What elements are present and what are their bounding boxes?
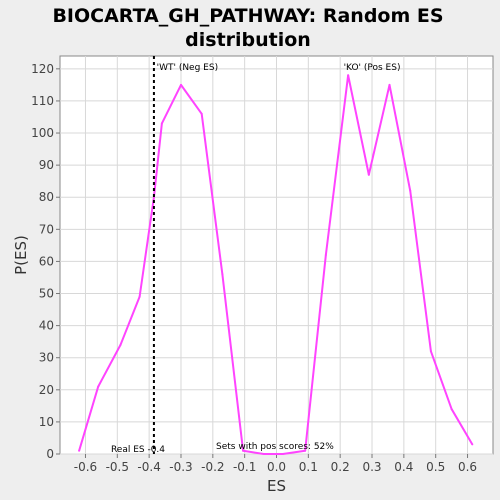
x-tick-label: -0.6 (74, 460, 97, 474)
data-point (388, 83, 391, 86)
x-axis-label: ES (267, 477, 286, 495)
y-tick-label: 80 (39, 190, 54, 204)
y-tick-label: 10 (39, 415, 54, 429)
x-tick-label: 0.1 (299, 460, 318, 474)
data-point (160, 122, 163, 125)
y-tick-label: 30 (39, 351, 54, 365)
data-point (324, 254, 327, 256)
data-point (347, 74, 350, 77)
x-axis-ticks: -0.6 -0.5 -0.4 -0.3 -0.2 -0.1 0.0 0.1 0.2 0.3 0.4 0… (74, 454, 477, 474)
y-tick-label: 90 (39, 158, 54, 172)
data-point (138, 295, 141, 298)
y-axis-ticks: 0 10 20 30 40 50 60 70 80 90 100 110 120 (31, 62, 60, 461)
x-tick-label: -0.5 (106, 460, 129, 474)
y-tick-label: 20 (39, 383, 54, 397)
real-es-label: Real ES -0.4 (111, 445, 165, 455)
data-point (429, 350, 432, 353)
x-tick-label: -0.3 (169, 460, 192, 474)
y-tick-label: 70 (39, 222, 54, 236)
y-tick-label: 60 (39, 254, 54, 268)
data-point (179, 83, 182, 86)
x-tick-label: 0.0 (267, 460, 286, 474)
x-tick-label: -0.2 (201, 460, 224, 474)
y-tick-label: 120 (31, 62, 54, 76)
data-point (78, 449, 81, 452)
series-layer (78, 74, 474, 455)
data-point (450, 408, 453, 411)
data-point (200, 112, 203, 115)
data-point (409, 189, 412, 192)
chart-title-line-1: BIOCARTA_GH_PATHWAY: Random ES (52, 5, 443, 27)
data-point (281, 453, 284, 455)
x-tick-label: -0.1 (233, 460, 256, 474)
data-point (262, 453, 265, 455)
data-point (304, 449, 307, 452)
data-point (221, 273, 224, 276)
y-tick-label: 0 (46, 447, 54, 461)
pos-scores-label: Sets with pos scores: 52% (216, 442, 334, 452)
x-tick-label: -0.4 (137, 460, 160, 474)
x-tick-label: 0.2 (331, 460, 350, 474)
x-tick-label: 0.5 (426, 460, 445, 474)
grid (60, 56, 493, 455)
x-tick-label: 0.3 (362, 460, 381, 474)
data-point (119, 343, 122, 346)
y-tick-label: 40 (39, 319, 54, 333)
chart-title-line-2: distribution (185, 29, 311, 51)
x-tick-label: 0.6 (458, 460, 477, 474)
y-tick-label: 100 (31, 126, 54, 140)
y-tick-label: 50 (39, 287, 54, 301)
neg-es-label: 'WT' (Neg ES) (157, 63, 218, 73)
data-point (242, 449, 245, 452)
y-tick-label: 110 (31, 94, 54, 108)
data-point (471, 443, 474, 446)
y-axis-label: P(ES) (12, 235, 30, 275)
data-point (367, 173, 370, 176)
data-point (97, 385, 100, 388)
pos-es-label: 'KO' (Pos ES) (344, 63, 401, 73)
x-tick-label: 0.4 (394, 460, 413, 474)
